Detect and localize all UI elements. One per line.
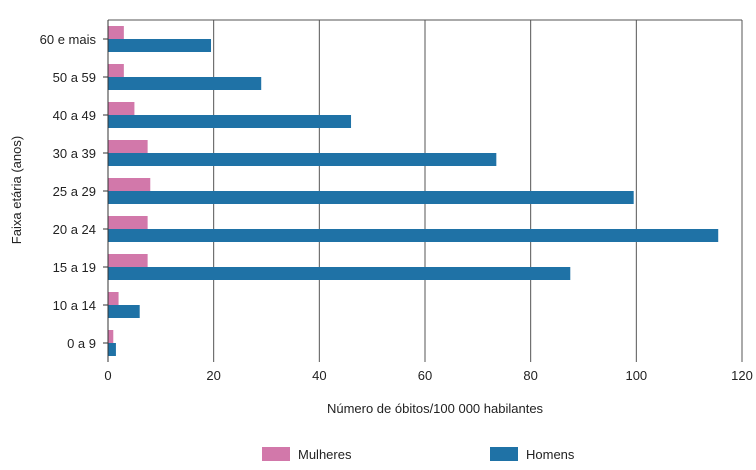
bar-homens-7 bbox=[108, 305, 140, 318]
bar-mulheres-5 bbox=[108, 216, 148, 229]
bar-homens-0 bbox=[108, 39, 212, 52]
bar-homens-4 bbox=[108, 191, 634, 204]
x-tick-label: 20 bbox=[206, 368, 220, 383]
x-tick-label: 60 bbox=[418, 368, 432, 383]
x-tick-label: 40 bbox=[312, 368, 326, 383]
legend-swatch-mulheres bbox=[262, 447, 290, 461]
legend: Mulheres Homens bbox=[262, 447, 575, 462]
x-tick-label: 100 bbox=[625, 368, 647, 383]
bar-mulheres-0 bbox=[108, 26, 124, 39]
axes: 0 20 40 60 80 100 120 60 e mais 50 a 59 40 a 49 30… bbox=[40, 20, 753, 383]
bar-mulheres-4 bbox=[108, 178, 151, 191]
y-tick-label: 40 a 49 bbox=[53, 108, 96, 123]
x-tick-label: 80 bbox=[523, 368, 537, 383]
y-tick-label: 15 a 19 bbox=[53, 260, 96, 275]
bar-mulheres-8 bbox=[108, 330, 114, 343]
y-tick-label: 25 a 29 bbox=[53, 184, 96, 199]
y-tick-label: 20 a 24 bbox=[53, 222, 96, 237]
y-tick-label: 50 a 59 bbox=[53, 70, 96, 85]
y-tick-label: 10 a 14 bbox=[53, 298, 96, 313]
bar-homens-3 bbox=[108, 153, 497, 166]
x-tick-label: 0 bbox=[104, 368, 111, 383]
bar-homens-1 bbox=[108, 77, 262, 90]
bar-homens-6 bbox=[108, 267, 571, 280]
bar-homens-5 bbox=[108, 229, 719, 242]
bar-homens-8 bbox=[108, 343, 116, 356]
bar-mulheres-3 bbox=[108, 140, 148, 153]
y-tick-label: 0 a 9 bbox=[67, 336, 96, 351]
y-tick-label: 60 e mais bbox=[40, 32, 97, 47]
y-tick-label: 30 a 39 bbox=[53, 146, 96, 161]
bar-mulheres-7 bbox=[108, 292, 119, 305]
legend-label-mulheres: Mulheres bbox=[298, 447, 352, 462]
legend-label-homens: Homens bbox=[526, 447, 575, 462]
bar-mulheres-1 bbox=[108, 64, 124, 77]
bar-mulheres-6 bbox=[108, 254, 148, 267]
legend-swatch-homens bbox=[490, 447, 518, 461]
bar-mulheres-2 bbox=[108, 102, 135, 115]
bars bbox=[108, 26, 719, 356]
x-tick-label: 120 bbox=[731, 368, 753, 383]
bar-homens-2 bbox=[108, 115, 352, 128]
y-axis-title: Faixa etária (anos) bbox=[9, 136, 24, 244]
x-axis-title: Número de óbitos/100 000 habilantes bbox=[327, 401, 544, 416]
